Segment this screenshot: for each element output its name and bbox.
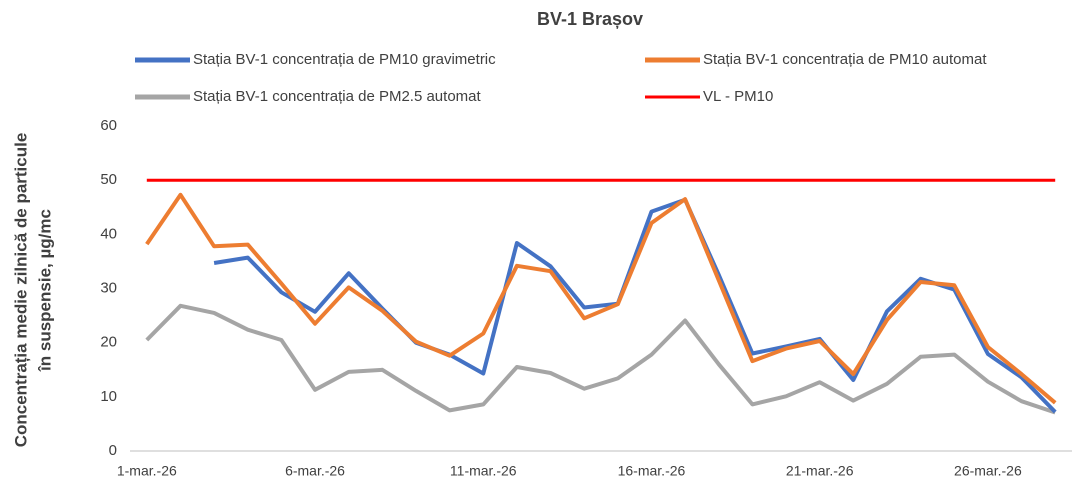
series-line [213, 197, 1057, 414]
y-tick-label: 50 [100, 171, 117, 188]
legend-label: VL - PM10 [703, 88, 773, 105]
x-tick-label: 1-mar.-26 [117, 463, 177, 479]
y-axis-label: Concentrația medie zilnică de particule [11, 133, 30, 448]
y-tick-label: 40 [100, 225, 117, 242]
x-tick-label: 6-mar.-26 [285, 463, 345, 479]
y-axis-label: în suspensie, µg/mc [35, 209, 54, 372]
series-line [145, 303, 1056, 415]
x-tick-label: 21-mar.-26 [786, 463, 854, 479]
legend-label: Stația BV-1 concentrația de PM10 automat [703, 51, 987, 68]
y-tick-label: 60 [100, 117, 117, 134]
y-tick-label: 20 [100, 334, 117, 351]
y-tick-label: 10 [100, 388, 117, 405]
legend-label: Stația BV-1 concentrația de PM10 gravime… [193, 51, 496, 68]
chart-title: BV-1 Brașov [537, 9, 643, 29]
legend-label: Stația BV-1 concentrația de PM2.5 automa… [193, 88, 481, 105]
x-tick-label: 16-mar.-26 [618, 463, 686, 479]
series-line [145, 192, 1057, 405]
y-tick-label: 0 [109, 442, 117, 459]
y-tick-label: 30 [100, 279, 117, 296]
x-tick-label: 26-mar.-26 [954, 463, 1022, 479]
x-tick-label: 11-mar.-26 [450, 463, 517, 479]
